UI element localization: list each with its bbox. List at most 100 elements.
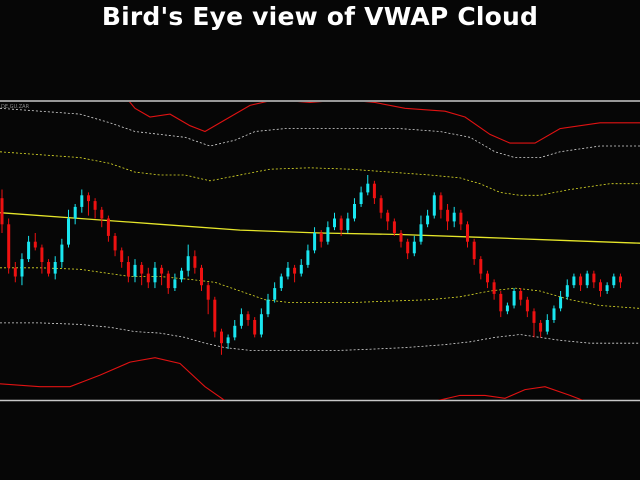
candle	[186, 244, 190, 277]
candle-body	[605, 285, 609, 291]
candle	[100, 206, 104, 228]
candle-body	[372, 183, 376, 199]
candle-body	[599, 282, 602, 291]
candle-body	[47, 262, 51, 274]
candle	[333, 212, 336, 231]
candle-body	[532, 311, 536, 323]
candle-body	[439, 195, 443, 210]
candle-body	[286, 267, 290, 277]
candle	[266, 293, 270, 318]
candle	[492, 279, 496, 300]
candle-body	[612, 276, 616, 286]
candle-body	[73, 206, 77, 219]
candle	[253, 317, 257, 338]
candle-body	[220, 331, 223, 344]
candle	[392, 218, 396, 236]
candle-body	[539, 322, 543, 332]
candle-body	[253, 320, 257, 335]
candle-body	[313, 233, 317, 251]
candle	[446, 204, 450, 231]
candle-body	[426, 215, 430, 225]
candle-body	[525, 299, 529, 312]
candle	[47, 259, 51, 277]
candle	[206, 282, 210, 315]
candle	[339, 215, 343, 236]
candle	[459, 209, 463, 231]
candle	[353, 198, 356, 222]
candle	[359, 186, 363, 207]
candle-body	[113, 235, 117, 251]
candle-body	[87, 195, 90, 202]
candle	[0, 189, 4, 233]
candle-body	[180, 270, 184, 280]
candle-body	[419, 224, 423, 242]
upper-mid-line	[0, 107, 640, 159]
candle-body	[100, 209, 104, 219]
candle	[419, 215, 423, 245]
candle-body	[133, 264, 137, 277]
upper-inner-line	[0, 151, 640, 196]
candle-body	[446, 209, 450, 222]
candle-body	[486, 273, 489, 283]
candle-body	[186, 256, 190, 271]
candle-body	[259, 314, 263, 335]
candle	[246, 311, 250, 326]
candle-body	[452, 212, 456, 222]
candle-body	[346, 218, 350, 231]
candle-body	[106, 218, 110, 236]
candle-body	[306, 250, 310, 265]
candle-body	[466, 224, 469, 242]
candle	[40, 244, 44, 274]
candle-body	[266, 299, 270, 315]
candle	[559, 291, 563, 312]
candle-body	[505, 305, 509, 312]
candle-body	[552, 308, 556, 320]
candle	[293, 264, 297, 283]
candle	[306, 244, 310, 268]
candle-body	[13, 267, 17, 277]
candle	[406, 238, 410, 260]
candle-body	[512, 291, 516, 306]
candle-body	[226, 337, 230, 344]
candle	[153, 262, 157, 289]
candle	[466, 221, 469, 248]
candle-body	[559, 296, 563, 309]
candle	[452, 206, 456, 228]
candle-body	[299, 264, 303, 274]
candle-body	[406, 241, 410, 254]
candle-body	[459, 212, 463, 225]
candle-body	[246, 314, 250, 320]
candle	[140, 262, 144, 286]
candle	[346, 212, 350, 233]
chart-title: Bird's Eye view of VWAP Cloud	[101, 2, 539, 31]
candle	[80, 189, 84, 213]
candle-body	[319, 233, 323, 242]
candle	[73, 204, 77, 225]
candle	[366, 175, 370, 196]
candle	[612, 273, 616, 289]
candle-body	[146, 273, 150, 283]
candle-body	[160, 267, 164, 274]
candle	[279, 273, 283, 291]
candle	[220, 328, 223, 355]
candle-body	[399, 233, 403, 242]
candle-body	[80, 195, 84, 207]
candle	[386, 209, 390, 231]
candle-body	[353, 204, 356, 219]
candle-body	[27, 241, 31, 260]
candle	[479, 256, 483, 280]
candle	[113, 233, 117, 257]
candle-body	[333, 218, 336, 228]
candle	[579, 273, 583, 291]
candle	[93, 198, 97, 219]
candle-body	[359, 192, 363, 204]
symbol-label: DE.GU.ZAR	[1, 104, 30, 110]
candle-body	[273, 288, 277, 300]
candle-body	[379, 198, 383, 213]
candle-body	[366, 183, 370, 193]
candle	[432, 192, 436, 219]
candle	[592, 270, 596, 289]
candle	[299, 259, 303, 277]
candle	[213, 296, 217, 338]
